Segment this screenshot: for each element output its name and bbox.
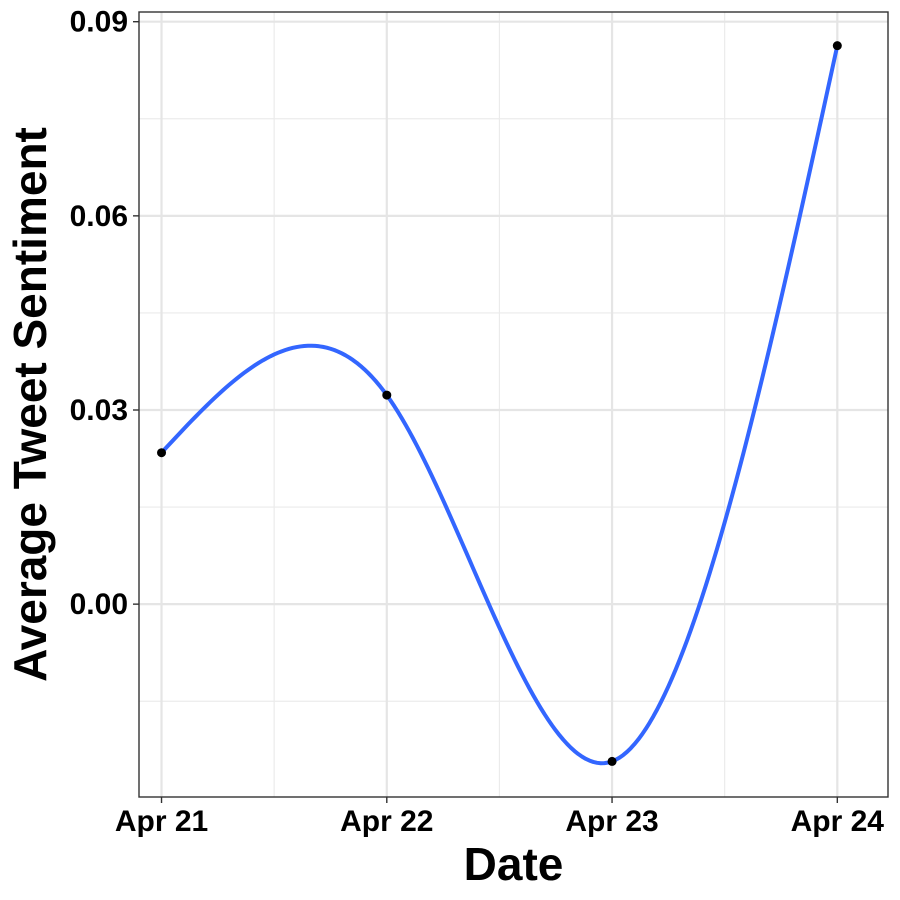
y-tick-label: 0.09 [70, 6, 128, 39]
line-layer [159, 43, 840, 766]
y-tick-label: 0.03 [70, 394, 128, 427]
data-point [832, 41, 842, 51]
y-tick-label: 0.06 [70, 200, 128, 233]
y-tick-label: 0.00 [70, 588, 128, 621]
axis-layer: 0.00 0.03 0.06 0.09 Apr 21 Apr 22 Apr 23 Apr 24 [70, 6, 885, 838]
sentiment-trend-line [159, 43, 840, 766]
data-point [157, 448, 167, 458]
panel-border [138, 11, 889, 798]
x-tick-label: Apr 22 [340, 805, 433, 838]
x-tick-label: Apr 21 [115, 805, 208, 838]
y-axis-title: Average Tweet Sentiment [4, 127, 56, 682]
grid-layer [139, 12, 888, 797]
point-layer [157, 41, 842, 766]
data-point [607, 756, 617, 766]
data-point [382, 390, 392, 400]
x-tick-label: Apr 24 [791, 805, 885, 838]
x-tick-label: Apr 23 [565, 805, 658, 838]
x-axis-title: Date [464, 838, 564, 890]
